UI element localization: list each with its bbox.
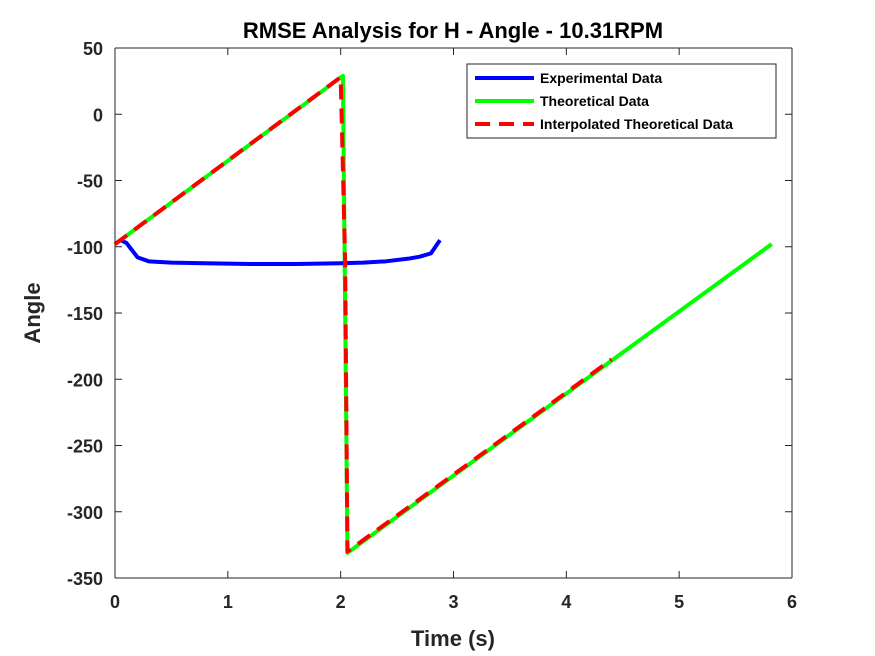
y-tick-label: -200 — [67, 370, 103, 390]
y-tick-label: -150 — [67, 304, 103, 324]
y-tick-label: -300 — [67, 503, 103, 523]
y-tick-label: -50 — [77, 172, 103, 192]
legend: Experimental Data Theoretical Data Interpo… — [466, 63, 777, 139]
series-line-experimental-data — [119, 238, 442, 266]
x-tick-label: 4 — [561, 592, 571, 612]
x-tick-label: 5 — [674, 592, 684, 612]
x-tick-label: 2 — [336, 592, 346, 612]
x-tick-label: 1 — [223, 592, 233, 612]
x-axis-label: Time (s) — [411, 626, 495, 651]
y-tick-label: 50 — [83, 39, 103, 59]
y-tick-label: -100 — [67, 238, 103, 258]
x-tick-label: 6 — [787, 592, 797, 612]
legend-label-experimental-data: Experimental Data — [540, 70, 662, 86]
x-tick-label: 0 — [110, 592, 120, 612]
series-line-interpolated-theoretical-data — [113, 75, 613, 554]
y-tick-label: -350 — [67, 569, 103, 589]
legend-label-interpolated-theoretical-data: Interpolated Theoretical Data — [540, 116, 733, 132]
legend-label-theoretical-data: Theoretical Data — [540, 93, 649, 109]
y-axis-label: Angle — [20, 282, 45, 343]
y-tick-label: -250 — [67, 437, 103, 457]
ticks-layer: 0 1 2 3 4 5 6 50 0 -50 -100 -150 -200 -250 -300 -350 — [67, 39, 797, 612]
chart-title: RMSE Analysis for H - Angle - 10.31RPM — [243, 18, 663, 43]
x-tick-label: 3 — [448, 592, 458, 612]
series-layer — [113, 73, 773, 555]
y-tick-label: 0 — [93, 105, 103, 125]
